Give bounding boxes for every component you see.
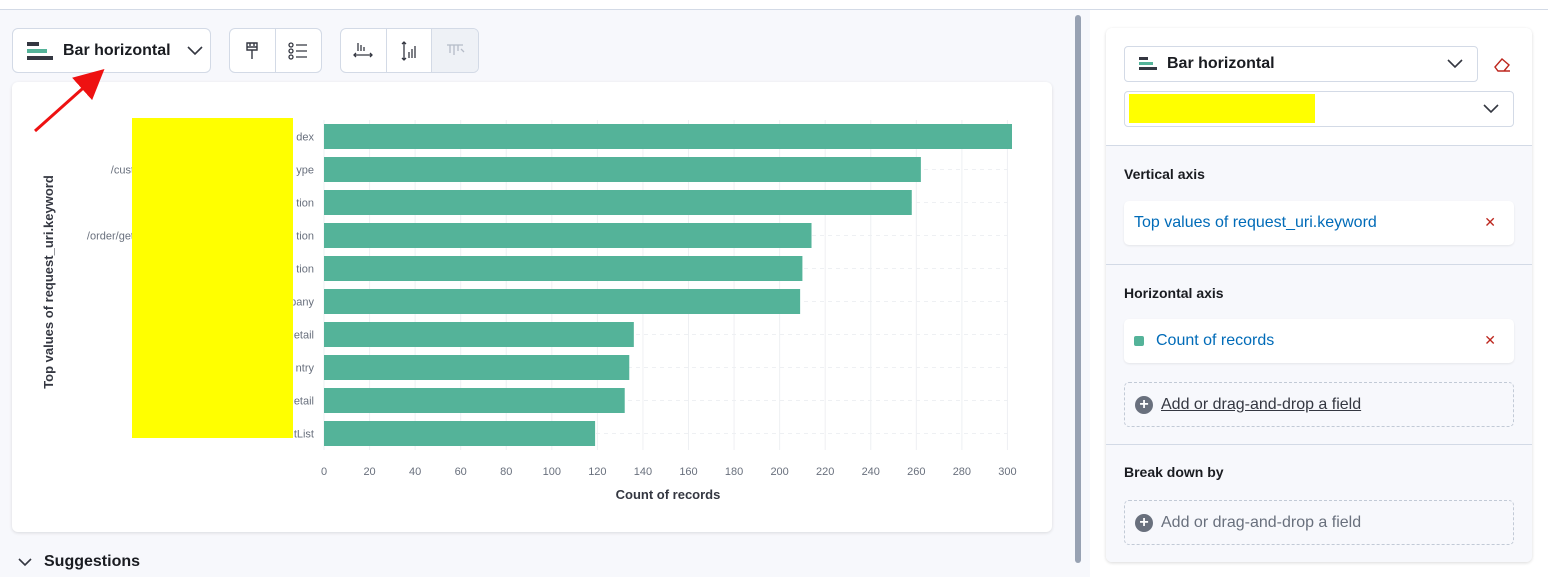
- category-label: dex: [296, 132, 314, 144]
- break-down-section: Break down by + Add or drag-and-drop a f…: [1106, 444, 1532, 562]
- legend-list-icon: [288, 41, 308, 60]
- bar: [324, 157, 921, 182]
- chevron-down-icon: [1447, 59, 1463, 69]
- layer-chart-type-select[interactable]: Bar horizontal: [1124, 46, 1478, 82]
- plus-circle-icon: +: [1135, 513, 1153, 532]
- category-label: tion: [296, 264, 314, 276]
- chevron-down-icon: [186, 45, 203, 55]
- x-tick-label: 200: [770, 466, 788, 478]
- remove-dimension-icon[interactable]: ✕: [1484, 332, 1496, 348]
- x-tick-label: 160: [679, 466, 697, 478]
- bar: [324, 124, 1012, 149]
- right-axis-button[interactable]: [432, 29, 478, 72]
- category-label-prefix: /order/get: [87, 231, 134, 243]
- bar: [324, 355, 630, 380]
- chevron-down-icon: [18, 558, 32, 567]
- category-label-prefix: /cust: [111, 165, 134, 177]
- config-panel: Bar horizontal Vertical axis Top values …: [1106, 28, 1532, 562]
- vertical-axis-section: Vertical axis Top values of request_uri.…: [1106, 145, 1532, 264]
- vertical-axis-dimension-label: Top values of request_uri.keyword: [1134, 214, 1377, 231]
- x-tick-label: 20: [363, 466, 375, 478]
- vertical-axis-title: Vertical axis: [1124, 166, 1205, 182]
- data-view-select[interactable]: [1124, 91, 1514, 127]
- bar-chart: dex ype/cust tion tion/order/get tion pany eta…: [41, 120, 1017, 502]
- x-tick-label: 60: [455, 466, 467, 478]
- bar: [324, 388, 625, 413]
- left-axis-button[interactable]: [387, 29, 433, 72]
- horizontal-axis-dimension[interactable]: Count of records ✕: [1124, 319, 1514, 363]
- x-tick-label: 220: [816, 466, 834, 478]
- category-label: tion: [296, 231, 314, 243]
- horizontal-axis-section: Horizontal axis Count of records ✕ + Add…: [1106, 264, 1532, 444]
- x-tick-label: 0: [321, 466, 327, 478]
- bar: [324, 421, 596, 446]
- top-divider: [0, 9, 1548, 10]
- horizontal-axis-icon: [353, 42, 374, 57]
- horizontal-axis-add-field[interactable]: + Add or drag-and-drop a field: [1124, 382, 1514, 427]
- bar: [324, 322, 634, 347]
- appearance-button-group: [229, 28, 322, 73]
- break-down-add-field[interactable]: + Add or drag-and-drop a field: [1124, 500, 1514, 545]
- bottom-axis-button[interactable]: [341, 29, 387, 72]
- category-label: tion: [296, 198, 314, 210]
- legend-options-button[interactable]: [276, 29, 322, 72]
- redaction-block: [132, 118, 293, 438]
- add-field-link[interactable]: Add or drag-and-drop a field: [1161, 395, 1362, 413]
- bar-horizontal-icon: [27, 41, 53, 60]
- horizontal-axis-title: Horizontal axis: [1124, 285, 1224, 301]
- x-tick-label: 240: [862, 466, 880, 478]
- add-field-label: Add or drag-and-drop a field: [1161, 513, 1362, 531]
- series-color-swatch: [1134, 336, 1144, 346]
- paintbrush-icon: [246, 41, 258, 59]
- redaction-block: [1129, 94, 1315, 123]
- bar-horizontal-icon: [1139, 57, 1157, 70]
- chevron-down-icon: [1483, 104, 1499, 114]
- break-down-title: Break down by: [1124, 464, 1224, 480]
- horizontal-axis-dimension-label: Count of records: [1156, 332, 1275, 349]
- remove-dimension-icon[interactable]: ✕: [1484, 214, 1496, 230]
- x-tick-label: 40: [409, 466, 421, 478]
- x-tick-label: 100: [543, 466, 561, 478]
- bar: [324, 289, 801, 314]
- eraser-icon[interactable]: [1492, 55, 1512, 73]
- suggestions-toggle[interactable]: Suggestions: [18, 553, 140, 571]
- bar: [324, 223, 812, 248]
- x-tick-label: 260: [907, 466, 925, 478]
- x-tick-label: 180: [725, 466, 743, 478]
- axis-button-group: [340, 28, 479, 73]
- x-tick-label: 80: [500, 466, 512, 478]
- x-tick-label: 120: [588, 466, 606, 478]
- category-label: etail: [294, 396, 314, 408]
- plus-circle-icon: +: [1135, 395, 1153, 414]
- category-label: tList: [294, 429, 314, 441]
- x-tick-label: 140: [634, 466, 652, 478]
- x-tick-label: 280: [953, 466, 971, 478]
- vertical-axis-icon: [401, 40, 416, 61]
- panel-scrollbar[interactable]: [1075, 15, 1081, 563]
- chart-type-label: Bar horizontal: [63, 41, 171, 59]
- chart-type-switcher[interactable]: Bar horizontal: [12, 28, 211, 73]
- category-label: ype: [296, 165, 314, 177]
- bar: [324, 256, 803, 281]
- vertical-axis-dimension[interactable]: Top values of request_uri.keyword ✕: [1124, 201, 1514, 245]
- y-axis-title: Top values of request_uri.keyword: [41, 175, 56, 389]
- x-tick-label: 300: [998, 466, 1016, 478]
- layer-chart-type-label: Bar horizontal: [1167, 55, 1275, 72]
- bar: [324, 190, 912, 215]
- style-options-button[interactable]: [230, 29, 276, 72]
- category-label: etail: [294, 330, 314, 342]
- suggestions-label: Suggestions: [44, 553, 141, 570]
- filter-axis-icon: [447, 43, 465, 55]
- x-axis-title: Count of records: [616, 487, 721, 502]
- category-label: ntry: [296, 363, 315, 375]
- category-label: pany: [290, 297, 314, 309]
